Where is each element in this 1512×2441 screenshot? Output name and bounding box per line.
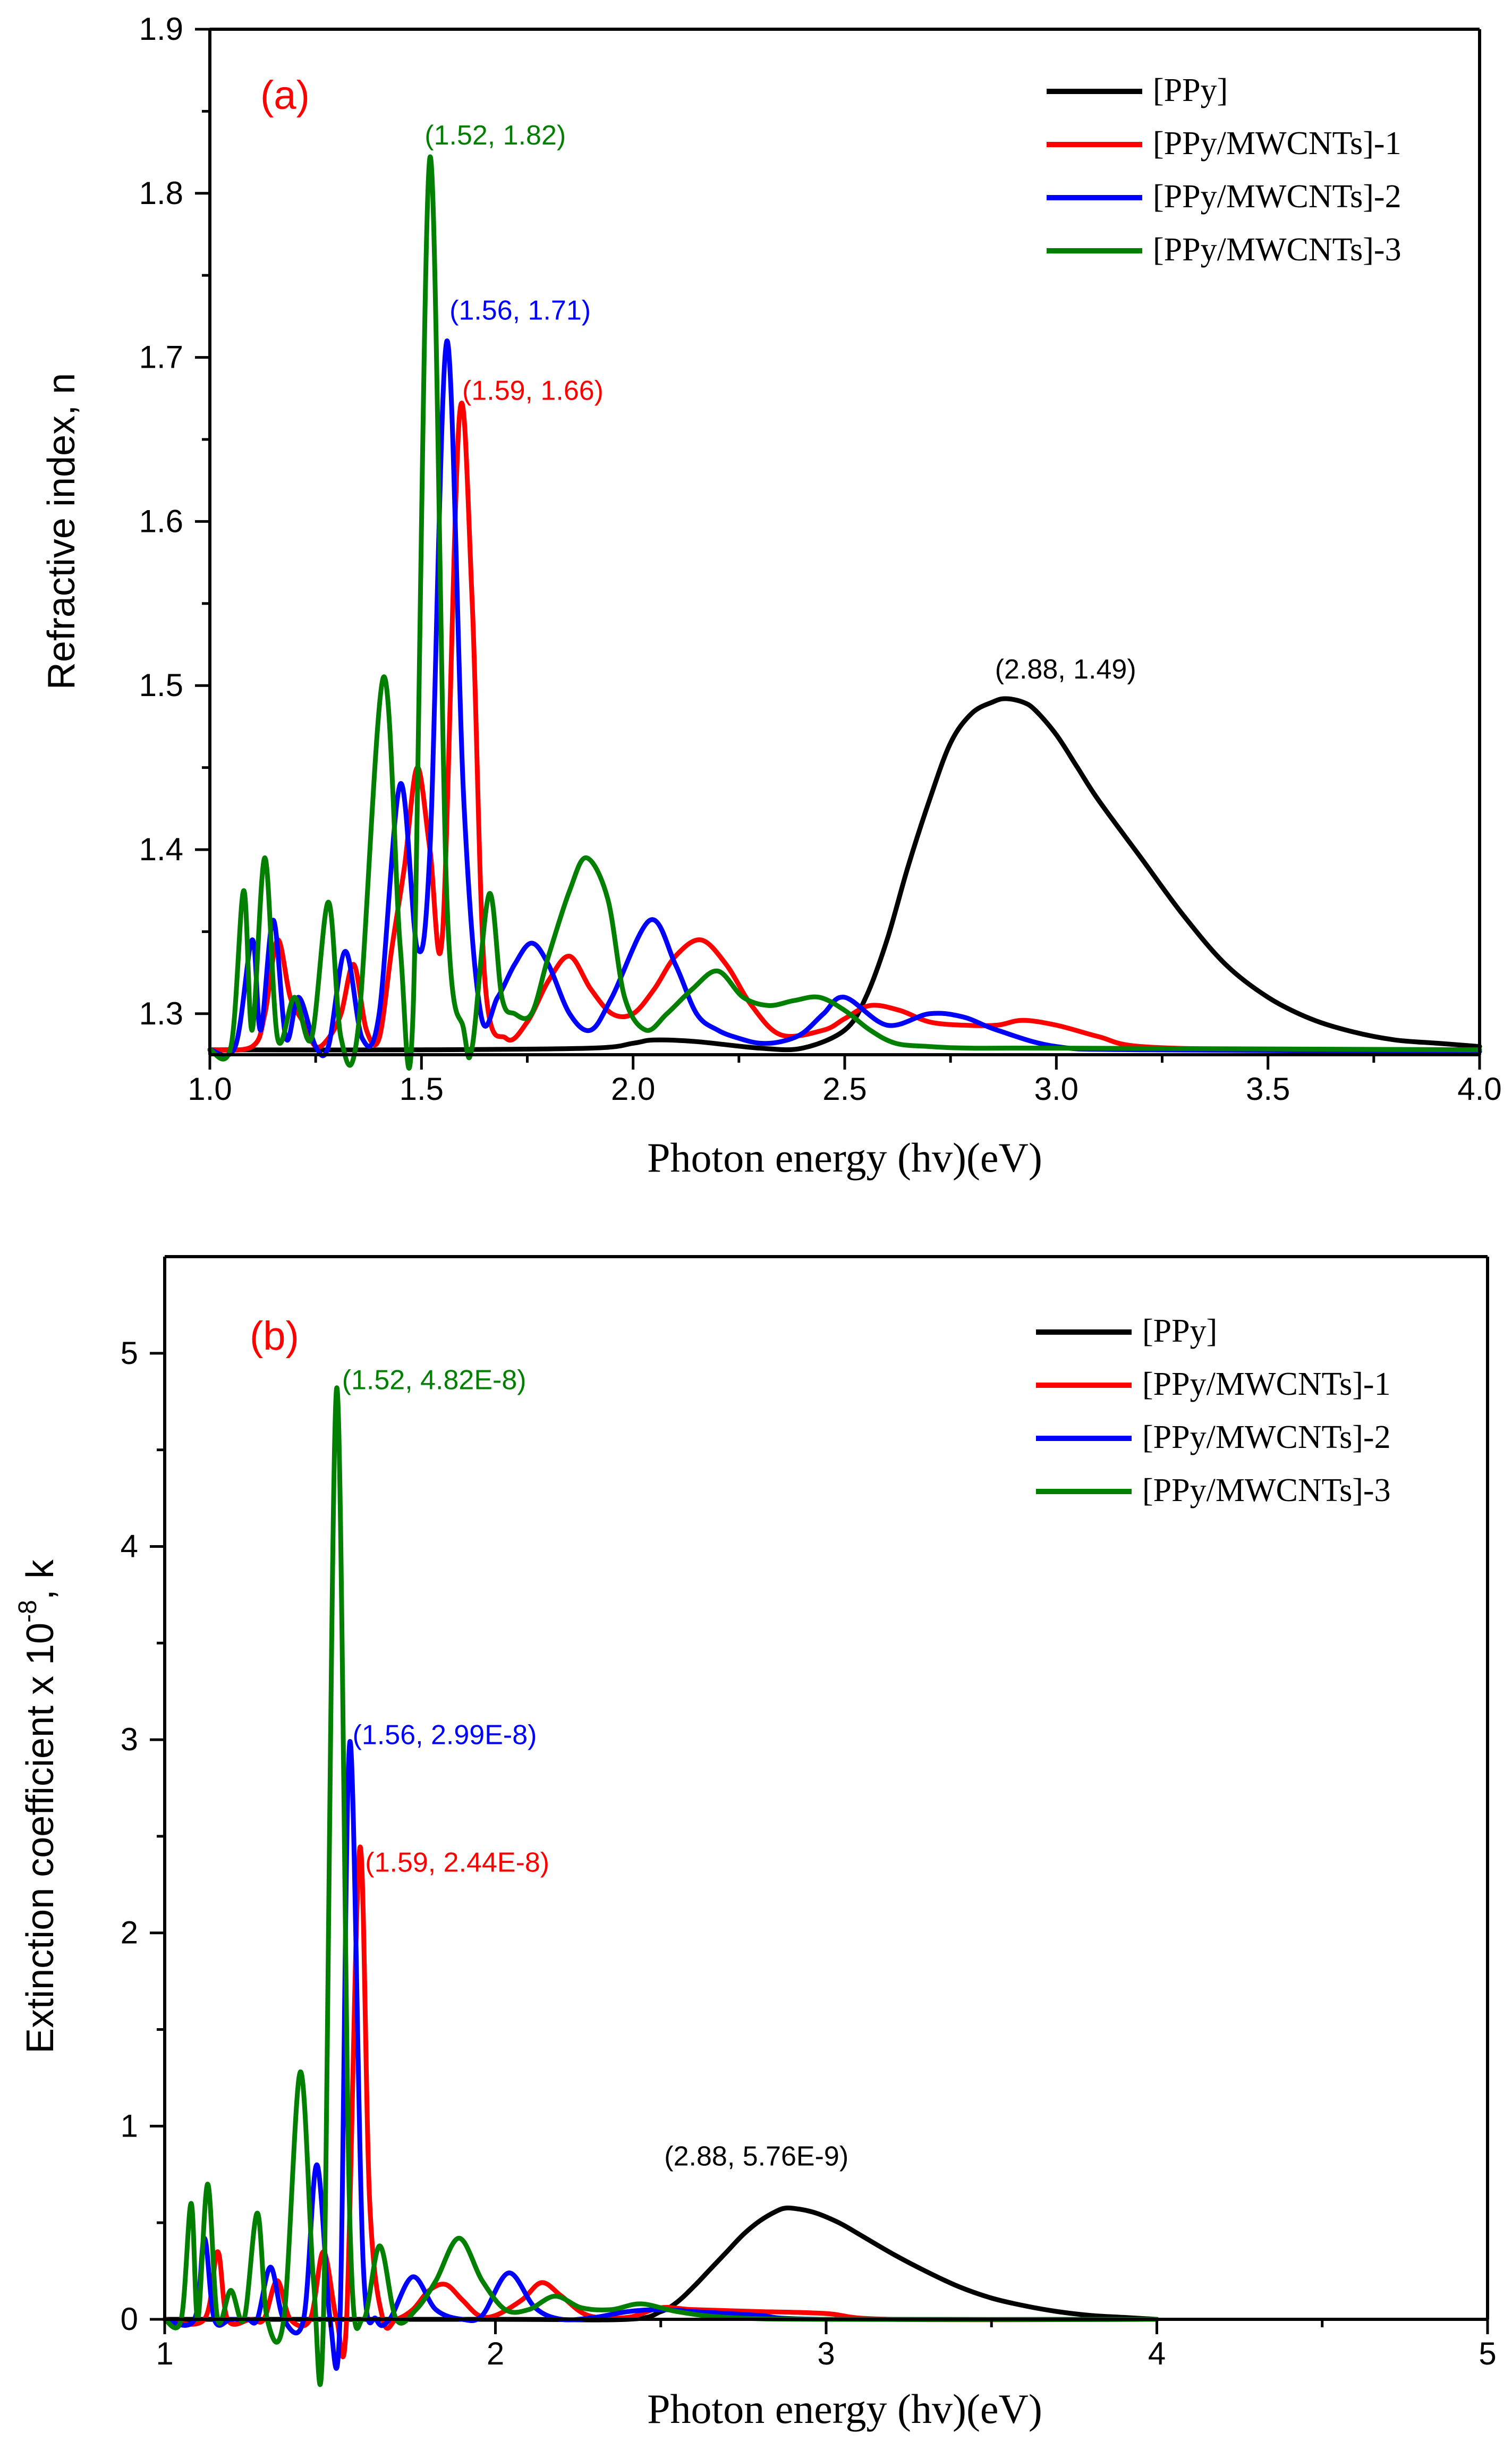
panel-b-legend: [PPy] [PPy/MWCNTs]-1 [PPy/MWCNTs]-2 [PPy/MW… [1036, 1313, 1391, 1508]
panel-b-label: (b) [250, 1313, 299, 1359]
b-x-tick-label: 3 [817, 2336, 835, 2371]
a-y-tick-label: 1.6 [139, 503, 183, 539]
a-annotation-ppy-mwcnts-2: (1.56, 1.71) [449, 295, 591, 326]
b-legend-label-ppy-mwcnts-2: [PPy/MWCNTs]-2 [1142, 1419, 1391, 1455]
a-y-tick-label: 1.7 [139, 340, 183, 375]
b-legend-label-ppy-mwcnts-3: [PPy/MWCNTs]-3 [1142, 1472, 1391, 1508]
panel-a-label: (a) [260, 73, 310, 118]
panel-b-y-axis-title-suffix: , k [19, 1559, 62, 1600]
panel-b-y-axis-title-exponent: -8 [14, 1600, 42, 1623]
b-legend-label-ppy: [PPy] [1142, 1313, 1217, 1349]
panel-b-y-axis-title-base: Extinction coefficient x 10 [19, 1623, 62, 2054]
a-y-tick-label: 1.9 [139, 11, 183, 47]
a-x-tick-label: 1.5 [400, 1071, 444, 1107]
b-x-tick-label: 4 [1148, 2336, 1166, 2371]
b-x-tick-label: 2 [487, 2336, 504, 2371]
a-series-ppy-mwcnts-2 [207, 338, 1482, 1058]
a-x-tick-label: 1.0 [188, 1071, 232, 1107]
a-x-tick-label: 3.0 [1034, 1071, 1078, 1107]
b-y-tick-label: 3 [121, 1722, 138, 1757]
panel-b-x-axis-title: Photon energy (hv)(eV) [647, 2386, 1042, 2432]
a-x-tick-label: 2.0 [611, 1071, 655, 1107]
a-annotation-ppy: (2.88, 1.49) [995, 654, 1136, 685]
a-legend-label-ppy-mwcnts-2: [PPy/MWCNTs]-2 [1153, 179, 1401, 215]
a-legend-label-ppy: [PPy] [1153, 72, 1228, 108]
b-legend-label-ppy-mwcnts-1: [PPy/MWCNTs]-1 [1142, 1366, 1391, 1402]
b-y-tick-label: 0 [121, 2301, 138, 2337]
b-x-tick-label: 1 [156, 2336, 173, 2371]
panel-a-x-axis-title: Photon energy (hv)(eV) [647, 1134, 1042, 1181]
a-y-tick-label: 1.4 [139, 832, 183, 867]
b-x-tick-label: 5 [1479, 2336, 1496, 2371]
b-annotation-ppy-mwcnts-1: (1.59, 2.44E-8) [365, 1847, 549, 1878]
panel-a-y-axis-title: Refractive index, n [40, 373, 83, 690]
a-annotation-ppy-mwcnts-1: (1.59, 1.66) [462, 376, 604, 406]
a-series-ppy-mwcnts-3 [207, 154, 1482, 1071]
b-y-tick-label: 4 [121, 1528, 138, 1564]
a-x-tick-label: 3.5 [1246, 1071, 1290, 1107]
a-annotation-ppy-mwcnts-3: (1.52, 1.82) [424, 120, 566, 151]
a-y-tick-label: 1.8 [139, 175, 183, 211]
panel-a-legend: [PPy] [PPy/MWCNTs]-1 [PPy/MWCNTs]-2 [PPy/MW… [1047, 72, 1401, 268]
a-legend-label-ppy-mwcnts-3: [PPy/MWCNTs]-3 [1153, 232, 1401, 268]
b-annotation-ppy: (2.88, 5.76E-9) [664, 2141, 848, 2172]
b-annotation-ppy-mwcnts-2: (1.56, 2.99E-8) [353, 1720, 537, 1751]
panel-a-refractive-index: (a) 1.0 1.5 2.0 2.5 3.0 3.5 4.0 1.3 1.4 1.5 1.6 1.7… [40, 11, 1502, 1181]
b-series-ppy-mwcnts-3 [162, 1385, 1159, 2387]
b-series-ppy-mwcnts-2 [162, 1739, 1159, 2371]
b-y-tick-label: 5 [121, 1335, 138, 1371]
a-x-tick-label: 4.0 [1457, 1071, 1501, 1107]
a-series-ppy [207, 696, 1482, 1053]
b-y-tick-label: 1 [121, 2108, 138, 2143]
panel-b-y-axis-title: Extinction coefficient x 10-8, k [14, 1559, 62, 2054]
a-x-tick-label: 2.5 [822, 1071, 867, 1107]
panel-a-plot-area: 1.0 1.5 2.0 2.5 3.0 3.5 4.0 1.3 1.4 1.5 1.6 1.7 1.8 1… [139, 11, 1502, 1107]
b-annotation-ppy-mwcnts-3: (1.52, 4.82E-8) [342, 1364, 526, 1395]
a-y-tick-label: 1.5 [139, 667, 183, 703]
a-y-tick-label: 1.3 [139, 996, 183, 1031]
b-y-tick-label: 2 [121, 1915, 138, 1951]
a-legend-label-ppy-mwcnts-1: [PPy/MWCNTs]-1 [1153, 125, 1401, 162]
